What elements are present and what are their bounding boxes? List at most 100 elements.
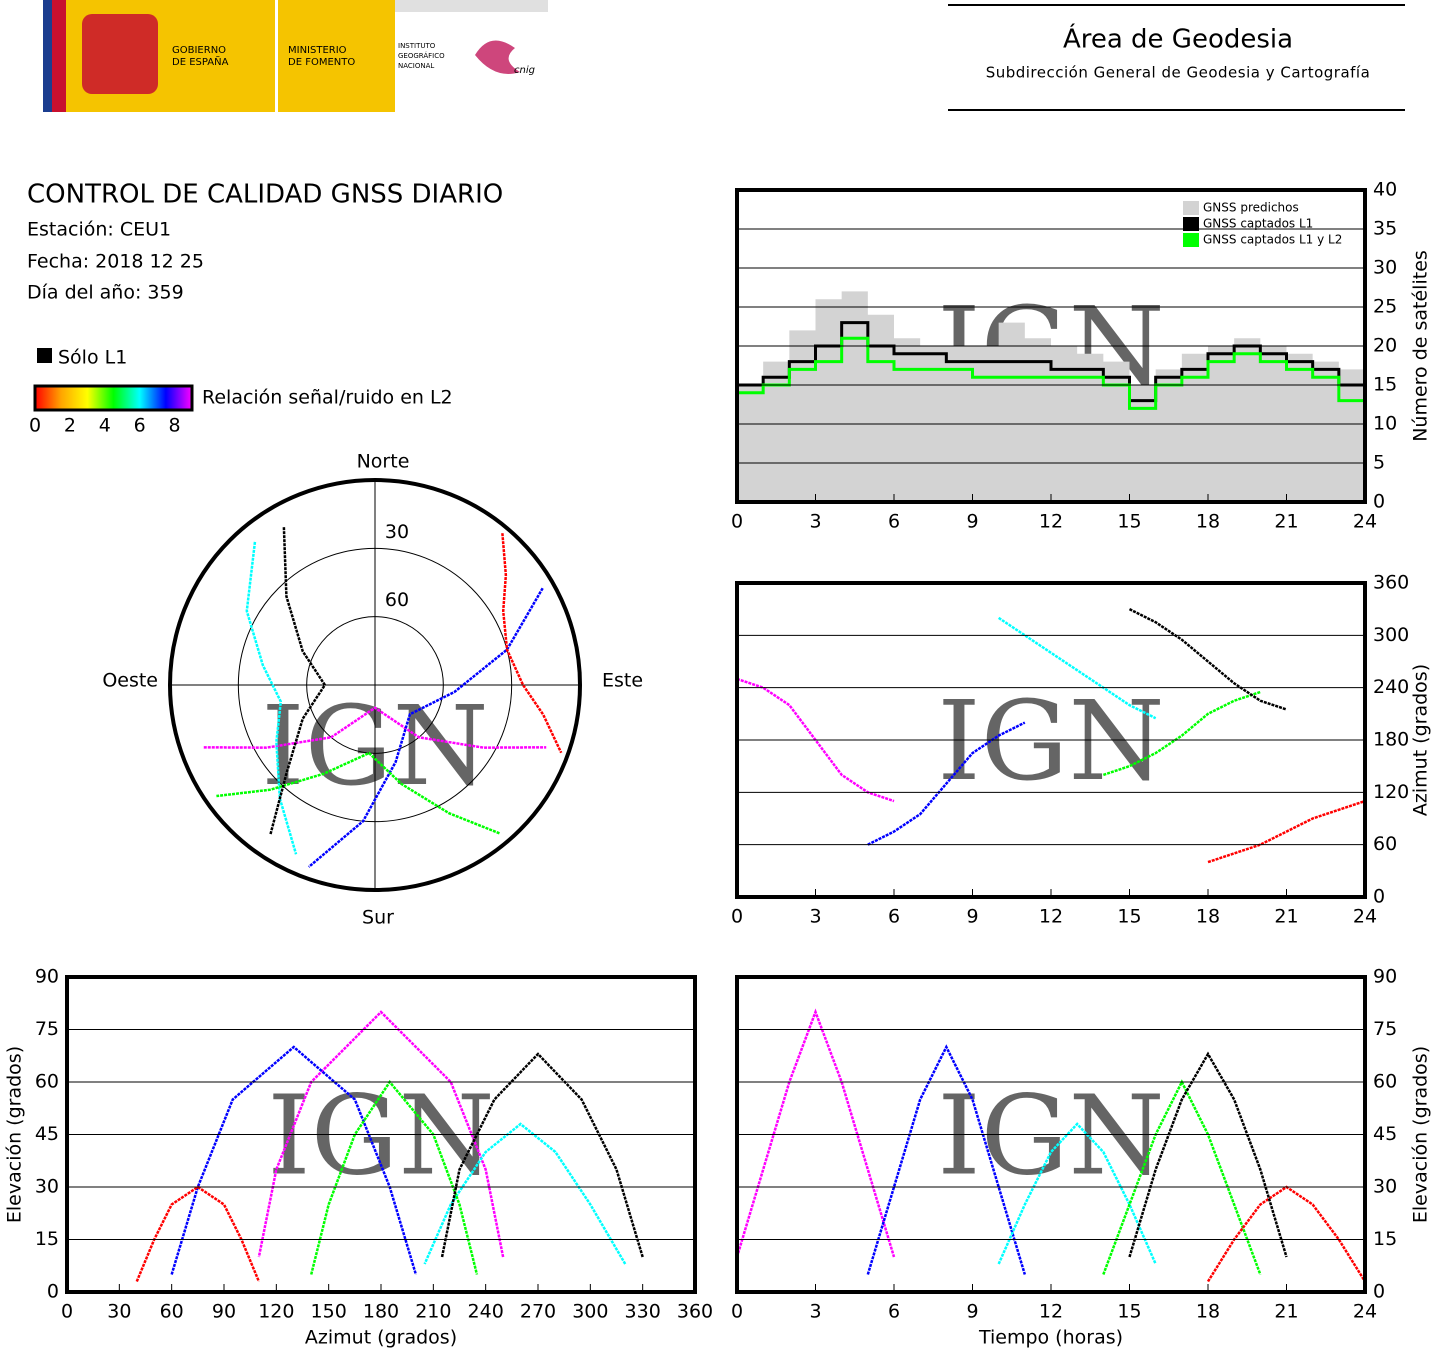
y-tick-label: 75 [1373, 1018, 1397, 1040]
x-tick-label: 9 [966, 1301, 978, 1323]
plot-frame [735, 975, 1367, 1294]
x-axis-label: Azimut (grados) [305, 1327, 457, 1349]
y-tick-label: 0 [1373, 1281, 1385, 1303]
area [737, 291, 1365, 502]
y-tick-label: 180 [1373, 729, 1409, 751]
y-tick-label: 300 [1373, 624, 1409, 646]
y-axis-label: Azimut (grados) [1410, 664, 1432, 816]
x-tick-label: 15 [1117, 511, 1141, 533]
y-axis-label: Elevación (grados) [4, 1046, 26, 1223]
x-tick-label: 120 [258, 1301, 294, 1323]
x-tick-label: 240 [468, 1301, 504, 1323]
x-tick-label: 90 [212, 1301, 236, 1323]
y-tick-label: 15 [1373, 374, 1397, 396]
y-tick-label: 0 [1373, 886, 1385, 908]
logo-text: MINISTERIO [288, 45, 347, 56]
x-tick-label: 9 [966, 511, 978, 533]
watermark: IGN [267, 1071, 495, 1199]
x-tick-label: 3 [809, 511, 821, 533]
x-tick-label: 12 [1039, 511, 1063, 533]
track [1128, 608, 1287, 711]
ministerio-block [278, 0, 395, 112]
y-tick-label: 60 [1373, 1071, 1397, 1093]
track [440, 1052, 644, 1258]
flag-red [52, 0, 66, 112]
y-tick-label: 60 [35, 1071, 59, 1093]
snr-tick-label: 6 [134, 415, 146, 437]
watermark: IGN [937, 1071, 1165, 1199]
legend-text: Sólo L1 [58, 347, 127, 369]
snr-tick-label: 2 [64, 415, 76, 437]
logo-text: cnig [514, 65, 535, 76]
direction-label: Norte [357, 451, 410, 473]
x-tick-label: 6 [888, 906, 900, 928]
ring-label: 30 [385, 521, 409, 543]
y-tick-label: 15 [1373, 1228, 1397, 1250]
header-subtitle: Subdirección General de Geodesia y Carto… [986, 64, 1371, 82]
y-tick-label: 60 [1373, 833, 1397, 855]
logo-text: NACIONAL [398, 62, 434, 70]
cnig-logo [475, 40, 520, 74]
logo-text: GEOGRÁFICO [398, 51, 445, 60]
logo-text: GOBIERNO [172, 45, 226, 56]
x-tick-label: 60 [160, 1301, 184, 1323]
y-tick-label: 30 [35, 1176, 59, 1198]
plot-frame [65, 975, 697, 1294]
x-tick-label: 15 [1117, 1301, 1141, 1323]
x-tick-label: 0 [731, 1301, 743, 1323]
x-tick-label: 21 [1274, 906, 1298, 928]
line [737, 336, 1365, 410]
x-tick-label: 18 [1196, 511, 1220, 533]
y-tick-label: 75 [35, 1018, 59, 1040]
y-tick-label: 240 [1373, 676, 1409, 698]
track [307, 587, 544, 868]
snr-tick-label: 4 [99, 415, 111, 437]
x-tick-label: 21 [1274, 511, 1298, 533]
y-tick-label: 15 [35, 1228, 59, 1250]
y-tick-label: 45 [1373, 1123, 1397, 1145]
report-title: CONTROL DE CALIDAD GNSS DIARIO [27, 180, 503, 210]
x-tick-label: 150 [311, 1301, 347, 1323]
ring-label: 60 [385, 589, 409, 611]
x-tick-label: 12 [1039, 1301, 1063, 1323]
legend-swatch [1183, 201, 1199, 215]
y-axis-label: Elevación (grados) [1410, 1046, 1432, 1223]
y-tick-label: 90 [35, 966, 59, 988]
track [257, 1010, 505, 1258]
logo-text: DE FOMENTO [288, 57, 355, 68]
y-tick-label: 35 [1373, 218, 1397, 240]
l1-swatch [37, 348, 52, 363]
y-tick-label: 0 [47, 1281, 59, 1303]
x-tick-label: 6 [888, 511, 900, 533]
track [423, 1122, 627, 1265]
y-tick-label: 360 [1373, 572, 1409, 594]
x-tick-label: 24 [1353, 511, 1377, 533]
y-tick-label: 120 [1373, 781, 1409, 803]
skyplot-frame [168, 478, 582, 892]
logo-text: INSTITUTO [398, 42, 436, 50]
y-tick-label: 40 [1373, 179, 1397, 201]
direction-label: Este [602, 670, 643, 692]
legend-swatch [1183, 233, 1199, 247]
track [1128, 1051, 1288, 1258]
chart: IGN 0 15 30 45 60 75 90 0 30 60 90 120 150 180 210 240 27… [4, 966, 714, 1349]
track [997, 616, 1157, 720]
y-tick-label: 25 [1373, 296, 1397, 318]
track [501, 533, 563, 754]
x-tick-label: 210 [415, 1301, 451, 1323]
chart: IGN051015202530354003691215182124Número … [731, 179, 1432, 533]
report-info: Día del año: 359 [27, 282, 184, 304]
track [1102, 690, 1261, 777]
report-info: Estación: CEU1 [27, 219, 171, 241]
y-axis-label: Número de satélites [1410, 250, 1432, 442]
y-tick-label: 30 [1373, 257, 1397, 279]
y-tick-label: 0 [1373, 491, 1385, 513]
x-axis-label: Tiempo (horas) [978, 1327, 1123, 1349]
x-tick-label: 30 [107, 1301, 131, 1323]
x-tick-label: 15 [1117, 906, 1141, 928]
legend-label: GNSS predichos [1203, 201, 1299, 215]
plot-frame [735, 581, 1367, 899]
